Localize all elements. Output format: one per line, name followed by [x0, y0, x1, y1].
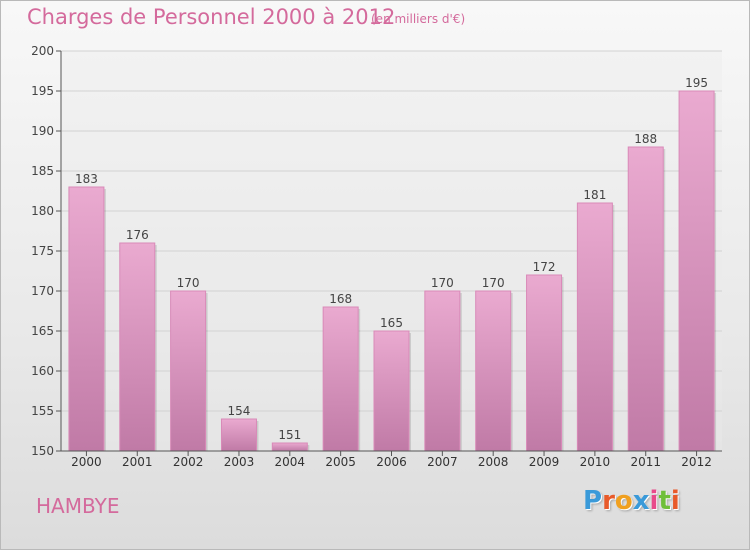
- logo-letter: P: [583, 486, 603, 516]
- bar: [678, 90, 715, 452]
- x-tick-label: 2009: [529, 455, 560, 469]
- proxiti-logo[interactable]: Proxiti: [583, 486, 680, 516]
- logo-letter: t: [658, 486, 671, 516]
- bar-value-label: 154: [228, 404, 251, 418]
- chart-title: Charges de Personnel 2000 à 2012: [27, 5, 396, 29]
- bar: [271, 442, 308, 452]
- y-tick-label: 180: [31, 204, 54, 218]
- logo-letter: i: [670, 486, 680, 516]
- y-tick-label: 195: [31, 84, 54, 98]
- bar: [627, 146, 664, 452]
- y-tick-label: 185: [31, 164, 54, 178]
- bar-value-label: 170: [177, 276, 200, 290]
- logo-letter: o: [614, 486, 633, 516]
- x-tick-label: 2001: [122, 455, 153, 469]
- x-tick-label: 2007: [427, 455, 458, 469]
- logo-letter: r: [602, 486, 615, 516]
- bar-value-label: 168: [329, 292, 352, 306]
- x-tick-label: 2012: [681, 455, 712, 469]
- bar-value-label: 181: [583, 188, 606, 202]
- bar-value-label: 183: [75, 172, 98, 186]
- x-tick-label: 2004: [275, 455, 306, 469]
- x-tick-label: 2010: [580, 455, 611, 469]
- bar: [475, 290, 512, 452]
- bar-value-label: 151: [278, 428, 301, 442]
- x-tick-label: 2002: [173, 455, 204, 469]
- y-tick-label: 160: [31, 364, 54, 378]
- bars: [68, 90, 717, 452]
- y-axis: 150 155 160 165 170 175 180 185 190 195 200: [31, 44, 62, 458]
- bar: [373, 330, 410, 452]
- y-tick-label: 190: [31, 124, 54, 138]
- x-tick-label: 2008: [478, 455, 509, 469]
- bar-value-label: 172: [533, 260, 556, 274]
- bar: [576, 202, 613, 452]
- x-tick-label: 2000: [71, 455, 102, 469]
- x-tick-label: 2006: [376, 455, 407, 469]
- y-tick-label: 150: [31, 444, 54, 458]
- bar-value-label: 176: [126, 228, 149, 242]
- bar: [220, 418, 257, 452]
- y-tick-label: 165: [31, 324, 54, 338]
- bar-value-label: 170: [482, 276, 505, 290]
- logo-letter: x: [632, 486, 650, 516]
- x-tick-label: 2003: [224, 455, 255, 469]
- x-tick-label: 2011: [630, 455, 661, 469]
- bar: [526, 274, 563, 452]
- bar-value-label: 165: [380, 316, 403, 330]
- bar: [119, 242, 156, 452]
- bar: [424, 290, 461, 452]
- y-tick-label: 170: [31, 284, 54, 298]
- bar-value-label: 195: [685, 76, 708, 90]
- x-tick-label: 2005: [325, 455, 356, 469]
- y-tick-label: 200: [31, 44, 54, 58]
- y-tick-label: 155: [31, 404, 54, 418]
- bar-labels: 183 176 170 154 151 168 165 170 170 172 181 188 195: [75, 76, 708, 442]
- chart-subtitle: (en milliers d'€): [371, 12, 466, 26]
- bar-value-label: 188: [634, 132, 657, 146]
- bar-value-label: 170: [431, 276, 454, 290]
- commune-name: HAMBYE: [36, 494, 120, 518]
- bar: [322, 306, 359, 452]
- bar: [68, 186, 105, 452]
- y-tick-label: 175: [31, 244, 54, 258]
- x-axis: 2000 2001 2002 2003 2004 2005 2006 2007 2008 2009…: [61, 450, 722, 469]
- bar: [170, 290, 207, 452]
- logo-letter: i: [649, 486, 659, 516]
